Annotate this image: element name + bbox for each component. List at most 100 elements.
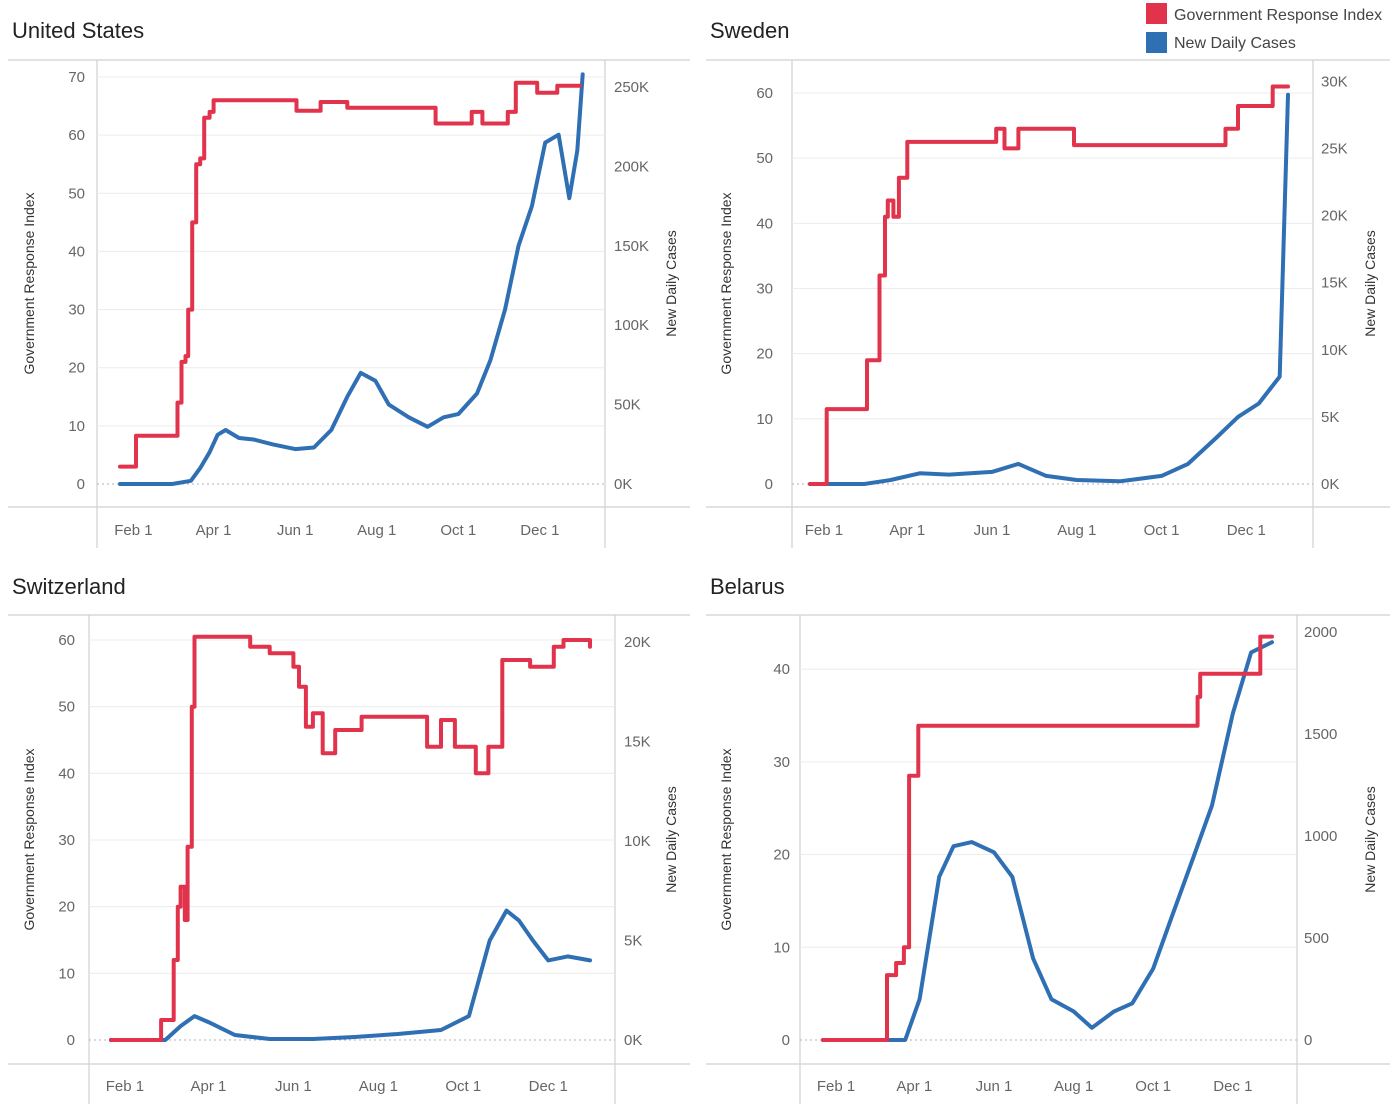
- y2-tick-label: 15K: [624, 733, 651, 750]
- y2-axis-label: New Daily Cases: [663, 786, 679, 893]
- series-line-government-response-index: [808, 84, 1290, 486]
- y-tick-label: 0: [782, 1032, 790, 1049]
- series-line-government-response-index: [109, 634, 592, 1042]
- y-tick-label: 20: [68, 360, 85, 377]
- y2-tick-label: 1500: [1304, 726, 1337, 743]
- legend-swatch-gri: [1146, 3, 1167, 24]
- y2-tick-label: 50K: [614, 397, 641, 414]
- y2-axis-label: New Daily Cases: [1362, 230, 1378, 337]
- y-tick-label: 0: [765, 476, 773, 493]
- y2-tick-label: 200K: [614, 158, 649, 175]
- y-tick-label: 30: [58, 832, 75, 849]
- x-tick-label: Aug 1: [357, 522, 396, 539]
- y2-tick-label: 500: [1304, 930, 1329, 947]
- y-axis-label: Government Response Index: [718, 192, 734, 374]
- x-tick-label: Oct 1: [1135, 1078, 1171, 1095]
- panel-belarus: Belarus 0 10 20 30 40 0 500 1000 1500 2000 Feb 1 Apr…: [706, 574, 1390, 1104]
- y2-tick-label: 20K: [624, 634, 651, 651]
- series-line-new-daily-cases: [109, 908, 592, 1042]
- x-tick-label: Feb 1: [805, 522, 843, 539]
- y-tick-label: 40: [773, 661, 790, 678]
- y2-tick-label: 20K: [1321, 208, 1348, 225]
- y-tick-label: 0: [77, 476, 85, 493]
- panel-title: United States: [12, 18, 144, 43]
- y2-tick-label: 5K: [1321, 409, 1339, 426]
- y-tick-label: 20: [58, 899, 75, 916]
- y2-tick-label: 150K: [614, 238, 649, 255]
- x-tick-label: Dec 1: [1213, 1078, 1252, 1095]
- series-line-government-response-index: [118, 80, 582, 469]
- y2-axis-label: New Daily Cases: [663, 230, 679, 337]
- x-tick-label: Feb 1: [106, 1078, 144, 1095]
- y-tick-label: 30: [68, 302, 85, 319]
- legend-label-gri: Government Response Index: [1174, 7, 1382, 24]
- y-tick-label: 50: [68, 185, 85, 202]
- x-tick-label: Feb 1: [817, 1078, 855, 1095]
- y2-tick-label: 100K: [614, 317, 649, 334]
- y-tick-label: 10: [756, 411, 773, 428]
- y-tick-label: 60: [756, 85, 773, 102]
- y-tick-label: 20: [756, 346, 773, 363]
- x-tick-label: Jun 1: [974, 522, 1011, 539]
- panel-switzerland: Switzerland 0 10 20 30 40 50 60 0K 5K 10K 15K 20K Feb…: [8, 574, 690, 1104]
- series-line-government-response-index: [821, 634, 1274, 1042]
- legend-swatch-cases: [1146, 32, 1167, 53]
- y-axis-label: Government Response Index: [718, 748, 734, 930]
- y2-tick-label: 0K: [1321, 476, 1339, 493]
- y2-tick-label: 1000: [1304, 828, 1337, 845]
- y-tick-label: 50: [58, 699, 75, 716]
- y-tick-label: 70: [68, 69, 85, 86]
- x-tick-label: Apr 1: [196, 522, 232, 539]
- x-tick-label: Aug 1: [1054, 1078, 1093, 1095]
- series-line-new-daily-cases: [118, 72, 585, 486]
- panel-title: Switzerland: [12, 574, 126, 599]
- x-tick-label: Aug 1: [1057, 522, 1096, 539]
- x-tick-label: Jun 1: [976, 1078, 1013, 1095]
- x-tick-label: Apr 1: [896, 1078, 932, 1095]
- legend-label-cases: New Daily Cases: [1174, 35, 1296, 52]
- y2-axis-label: New Daily Cases: [1362, 786, 1378, 893]
- y-tick-label: 40: [756, 215, 773, 232]
- series-line-new-daily-cases: [821, 640, 1274, 1042]
- panel-united-states: United States 0 10 20 30 40 50 60 70 0K 50K 100K 150…: [8, 18, 690, 548]
- y2-tick-label: 25K: [1321, 140, 1348, 157]
- y-tick-label: 10: [773, 939, 790, 956]
- x-tick-label: Oct 1: [445, 1078, 481, 1095]
- y-tick-label: 10: [58, 965, 75, 982]
- y2-tick-label: 2000: [1304, 624, 1337, 641]
- y-tick-label: 50: [756, 150, 773, 167]
- x-tick-label: Oct 1: [440, 522, 476, 539]
- x-tick-label: Apr 1: [191, 1078, 227, 1095]
- y2-tick-label: 0: [1304, 1032, 1312, 1049]
- series-line-new-daily-cases: [808, 92, 1290, 486]
- y-tick-label: 20: [773, 847, 790, 864]
- panel-sweden: Sweden 0 10 20 30 40 50 60 0K 5K 10K 15K 20K 25K 30K Fe…: [706, 18, 1390, 548]
- y2-tick-label: 5K: [624, 932, 642, 949]
- y2-tick-label: 0K: [624, 1032, 642, 1049]
- y-axis-label: Government Response Index: [21, 748, 37, 930]
- y2-tick-label: 0K: [614, 476, 632, 493]
- y-tick-label: 60: [68, 127, 85, 144]
- panel-title: Sweden: [710, 18, 790, 43]
- x-tick-label: Apr 1: [889, 522, 925, 539]
- x-tick-label: Jun 1: [277, 522, 314, 539]
- panel-title: Belarus: [710, 574, 785, 599]
- y-tick-label: 40: [68, 243, 85, 260]
- y-tick-label: 30: [756, 281, 773, 298]
- y2-tick-label: 10K: [1321, 342, 1348, 359]
- x-tick-label: Dec 1: [520, 522, 559, 539]
- y-tick-label: 10: [68, 418, 85, 435]
- y2-tick-label: 10K: [624, 833, 651, 850]
- x-tick-label: Dec 1: [529, 1078, 568, 1095]
- x-tick-label: Feb 1: [114, 522, 152, 539]
- y2-tick-label: 15K: [1321, 275, 1348, 292]
- x-tick-label: Dec 1: [1227, 522, 1266, 539]
- x-tick-label: Aug 1: [359, 1078, 398, 1095]
- y2-tick-label: 30K: [1321, 73, 1348, 90]
- y-tick-label: 0: [67, 1032, 75, 1049]
- y-axis-label: Government Response Index: [21, 192, 37, 374]
- x-tick-label: Oct 1: [1144, 522, 1180, 539]
- y2-tick-label: 250K: [614, 79, 649, 96]
- y-tick-label: 60: [58, 632, 75, 649]
